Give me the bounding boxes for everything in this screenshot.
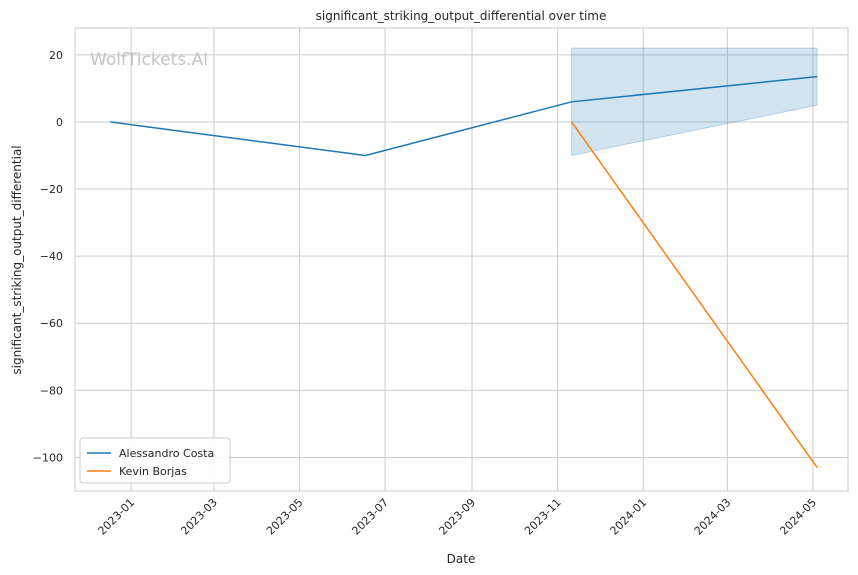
y-tick-label: −20: [40, 183, 63, 196]
legend-entry: Kevin Borjas: [119, 465, 187, 478]
series-lines: [109, 75, 818, 468]
y-axis-label: significant_striking_output_differential: [10, 145, 24, 374]
x-tick-label: 2024-01: [608, 496, 650, 538]
y-tick-label: −60: [40, 317, 63, 330]
confidence-band: [571, 47, 818, 157]
x-axis-label: Date: [447, 552, 476, 566]
x-gridlines: [130, 28, 814, 491]
y-tick-label: −100: [33, 451, 63, 464]
y-tick-label: 20: [49, 49, 63, 62]
plot-area: [75, 28, 848, 491]
series-line: [571, 121, 818, 468]
x-tick-label: 2024-03: [692, 496, 734, 538]
y-tick-labels: 20 0 −20 −40 −60 −80 −100: [33, 49, 63, 465]
y-tick-label: 0: [56, 116, 63, 129]
legend-box: [79, 437, 231, 484]
y-tick-label: −40: [40, 250, 63, 263]
x-tick-label: 2023-09: [436, 496, 478, 538]
series-line: [109, 75, 818, 157]
x-tick-label: 2023-03: [178, 496, 220, 538]
x-tick-label: 2023-07: [349, 496, 391, 538]
confidence-bands: [571, 47, 818, 157]
x-tick-label: 2023-05: [264, 496, 306, 538]
chart-title: significant_striking_output_differential…: [316, 9, 607, 23]
plot-frame: [74, 27, 849, 492]
x-tick-label: 2024-05: [777, 496, 819, 538]
legend: Alessandro Costa Kevin Borjas: [79, 437, 231, 484]
y-tick-label: −80: [40, 384, 63, 397]
x-tick-labels: 2023-01 2023-03 2023-05 2023-07 2023-09 2023-…: [96, 496, 820, 538]
x-tick-label: 2023-11: [522, 496, 564, 538]
watermark: WolfTickets.AI: [90, 50, 208, 70]
legend-entry: Alessandro Costa: [119, 447, 214, 460]
x-tick-label: 2023-01: [96, 496, 138, 538]
